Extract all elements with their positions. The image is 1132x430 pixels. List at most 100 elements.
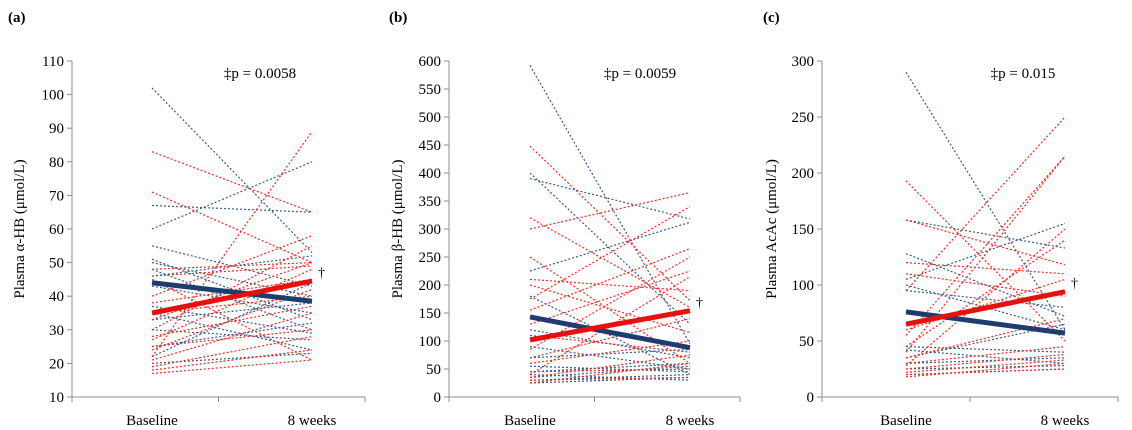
individual-blue-line (151, 352, 313, 364)
individual-blue-line (905, 290, 1066, 308)
significance-dagger: † (696, 296, 703, 311)
individual-blue-line (905, 222, 1066, 280)
y-tick-label: 100 (42, 88, 65, 104)
individual-red-line (529, 354, 691, 378)
individual-blue-line (905, 349, 1066, 364)
individual-blue-line (529, 374, 691, 381)
individual-red-line (151, 191, 313, 264)
p-value-annotation: ‡p = 0.0059 (604, 66, 676, 82)
individual-red-line (529, 270, 691, 325)
individual-red-line (529, 334, 691, 353)
y-tick-label: 50 (49, 256, 64, 272)
panel-letter: (c) (763, 10, 780, 26)
individual-red-line (529, 206, 691, 300)
y-tick-label: 0 (434, 390, 442, 406)
significance-dagger: † (318, 266, 325, 281)
y-tick-label: 30 (49, 323, 64, 339)
individual-red-line (529, 217, 691, 308)
individual-red-line (529, 248, 691, 311)
y-tick-label: 20 (49, 356, 64, 372)
y-tick-label: 250 (419, 250, 442, 266)
panel-letter: (b) (389, 10, 407, 26)
individual-red-line (151, 131, 313, 358)
individual-red-line (529, 340, 691, 364)
individual-blue-line (905, 346, 1066, 353)
individual-blue-line (905, 368, 1066, 376)
individual-blue-line (151, 262, 313, 297)
panel-a: (a) 10 20 30 40 50 60 70 80 90 100 110 Baseline 8 wee… (8, 10, 366, 429)
y-tick-label: 150 (792, 222, 815, 238)
mean-blue-line (905, 309, 1066, 336)
individual-blue-line (529, 365, 691, 378)
panel-b: (b) 0 50 100 150 200 250 300 350 400 450 500 550 600 B… (389, 10, 741, 429)
individual-red-line (151, 329, 313, 348)
individual-red-line (905, 368, 1066, 376)
y-tick-label: 250 (792, 110, 815, 126)
x-tick-label: 8 weeks (1041, 413, 1090, 429)
individual-blue-line (905, 71, 1066, 331)
individual-red-line (905, 346, 1066, 364)
individual-red-line (529, 256, 691, 350)
y-tick-label: 500 (419, 110, 442, 126)
p-value-annotation: ‡p = 0.0058 (224, 66, 296, 82)
individual-blue-line (529, 346, 691, 370)
individual-blue-line (151, 322, 313, 348)
y-tick-label: 400 (419, 166, 442, 182)
individual-red-line (151, 151, 313, 213)
individual-blue-line (151, 312, 313, 351)
individual-red-line (905, 228, 1066, 367)
mean-red-line (905, 289, 1066, 327)
mean-red-line (529, 308, 691, 343)
p-value-annotation: ‡p = 0.015 (991, 66, 1056, 82)
individual-blue-line (529, 221, 691, 272)
individual-red-line (529, 256, 691, 364)
significance-dagger: † (1071, 277, 1078, 292)
individual-blue-line (151, 204, 313, 213)
individual-blue-line (529, 172, 691, 325)
individual-red-line (905, 273, 1066, 297)
individual-blue-line (905, 323, 1066, 359)
y-axis-title: Plasma AcAc (μmol/L) (764, 159, 780, 299)
individual-red-line (529, 192, 691, 230)
individual-red-line (905, 262, 1066, 275)
x-tick-label: 8 weeks (288, 413, 337, 429)
y-tick-label: 300 (419, 222, 442, 238)
y-tick-label: 200 (419, 278, 442, 294)
individual-red-line (529, 362, 691, 384)
individual-red-line (151, 349, 313, 371)
individual-red-line (529, 376, 691, 381)
x-tick-label: 8 weeks (666, 413, 715, 429)
individual-blue-line (529, 178, 691, 220)
individual-blue-line (151, 87, 313, 253)
individual-blue-line (905, 365, 1066, 370)
y-axis-title: Plasma α-HB (μmol/L) (12, 159, 28, 298)
individual-red-line (905, 318, 1066, 359)
y-tick-label: 0 (807, 390, 815, 406)
individual-red-line (151, 268, 313, 341)
individual-red-line (905, 353, 1066, 370)
y-tick-label: 450 (419, 138, 442, 154)
mean-blue-line (151, 280, 313, 304)
y-tick-label: 550 (419, 82, 442, 98)
y-tick-label: 10 (49, 390, 64, 406)
individual-red-line (529, 368, 691, 373)
y-tick-label: 60 (49, 222, 64, 238)
individual-blue-line (151, 302, 313, 321)
individual-blue-line (529, 365, 691, 373)
individual-red-line (529, 145, 691, 302)
individual-blue-line (905, 284, 1066, 331)
y-tick-label: 70 (49, 188, 64, 204)
individual-blue-line (529, 295, 691, 376)
individual-red-line (905, 362, 1066, 378)
y-axis-title: Plasma β-HB (μmol/L) (390, 160, 406, 299)
panel-letter: (a) (8, 10, 26, 26)
y-tick-label: 100 (419, 334, 442, 350)
y-tick-label: 300 (792, 54, 815, 70)
individual-red-line (529, 318, 691, 359)
individual-red-line (151, 295, 313, 314)
individual-blue-line (151, 161, 313, 230)
y-tick-label: 150 (419, 306, 442, 322)
y-tick-label: 350 (419, 194, 442, 210)
individual-red-line (905, 359, 1066, 373)
